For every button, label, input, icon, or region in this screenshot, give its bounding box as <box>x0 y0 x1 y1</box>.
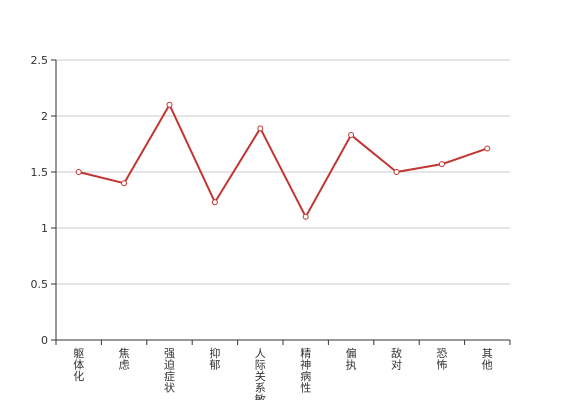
x-tick-label: 人际关系敏感 <box>255 347 266 400</box>
data-point[interactable] <box>302 213 309 220</box>
x-tick-label: 敌对 <box>391 346 402 372</box>
data-point[interactable] <box>166 101 173 108</box>
data-point[interactable] <box>75 169 82 175</box>
y-tick-label: 1.5 <box>31 166 49 179</box>
y-tick-labels: 0 0.5 1 1.5 2 2.5 <box>31 54 49 347</box>
x-tick-label: 恐怖 <box>436 347 447 372</box>
x-tick-label: 抑郁 <box>209 346 220 372</box>
x-tick-label: 强迫症状 <box>164 347 175 395</box>
series-line <box>78 103 488 218</box>
y-tick-label: 1 <box>41 222 48 235</box>
data-point[interactable] <box>348 132 355 139</box>
y-tick-label: 2 <box>41 110 48 123</box>
y-tick-label: 0.5 <box>31 278 49 291</box>
x-tick-labels: 躯体化 焦虑 强迫症状 抑郁 人际关系敏感 精神病性 偏执 敌对 恐怖 其他 <box>73 346 493 400</box>
y-tick-label: 2.5 <box>31 54 49 67</box>
data-point[interactable] <box>121 180 128 187</box>
data-point[interactable] <box>438 161 445 168</box>
x-tick-label: 精神病性 <box>300 347 311 395</box>
data-point[interactable] <box>393 169 400 175</box>
data-point[interactable] <box>257 125 264 132</box>
data-point[interactable] <box>211 199 218 206</box>
x-tick-label: 焦虑 <box>119 347 130 372</box>
x-tick-label: 躯体化 <box>73 347 84 383</box>
series <box>75 101 491 220</box>
x-tick-label: 其他 <box>482 347 493 372</box>
data-point[interactable] <box>484 145 491 152</box>
x-tick-label: 偏执 <box>346 346 357 372</box>
axes <box>51 59 511 345</box>
y-tick-label: 0 <box>41 334 48 347</box>
